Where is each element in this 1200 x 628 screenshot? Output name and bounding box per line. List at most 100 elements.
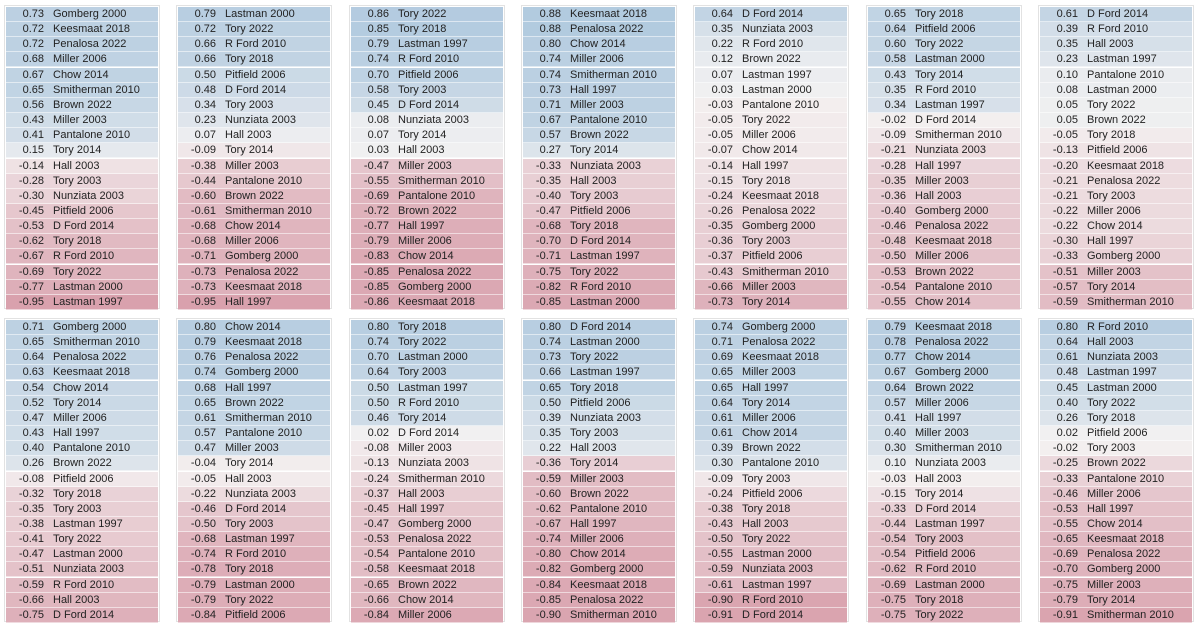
correlation-value: 0.43 bbox=[884, 68, 906, 81]
table-row: -0.84 Pitfield 2006 bbox=[178, 607, 330, 623]
table-row: -0.13 Nunziata 2003 bbox=[351, 456, 503, 472]
candidate-label: Keesmaat 2018 bbox=[570, 578, 648, 591]
table-row: -0.73 Keesmaat 2018 bbox=[178, 279, 330, 295]
correlation-value: -0.58 bbox=[363, 563, 389, 576]
row-divider bbox=[351, 546, 503, 548]
row-divider bbox=[6, 515, 158, 517]
row-divider bbox=[695, 440, 847, 442]
row-divider bbox=[695, 217, 847, 219]
correlation-value: 0.43 bbox=[22, 427, 44, 440]
correlation-value: 0.05 bbox=[1056, 114, 1078, 127]
table-row: -0.08 Miller 2003 bbox=[351, 441, 503, 457]
table-row: -0.05 Tory 2018 bbox=[1040, 128, 1192, 144]
candidate-label: Pitfield 2006 bbox=[53, 204, 114, 217]
row-divider bbox=[1040, 334, 1192, 335]
row-divider bbox=[351, 142, 503, 144]
candidate-label: Nunziata 2003 bbox=[915, 457, 986, 470]
row-divider bbox=[868, 233, 1020, 235]
table-row: -0.75 Miller 2003 bbox=[1040, 577, 1192, 593]
candidate-label: Brown 2022 bbox=[53, 98, 112, 111]
candidate-label: Nunziata 2003 bbox=[398, 114, 469, 127]
row-divider bbox=[523, 606, 675, 608]
table-row: -0.86 Keesmaat 2018 bbox=[351, 294, 503, 310]
row-divider bbox=[178, 409, 330, 411]
table-row: -0.66 Miller 2003 bbox=[695, 279, 847, 295]
table-row: -0.79 Lastman 2000 bbox=[178, 577, 330, 593]
candidate-label: Lastman 2000 bbox=[742, 548, 812, 561]
correlation-value: 0.85 bbox=[367, 23, 389, 36]
row-divider bbox=[6, 202, 158, 204]
row-divider bbox=[178, 546, 330, 548]
table-row: -0.24 Smitherman 2010 bbox=[351, 471, 503, 487]
row-divider bbox=[351, 576, 503, 578]
table-row: 0.74 Smitherman 2010 bbox=[523, 67, 675, 83]
row-divider bbox=[351, 111, 503, 113]
table-row: 0.22 R Ford 2010 bbox=[695, 37, 847, 53]
correlation-value: -0.69 bbox=[363, 189, 389, 202]
candidate-label: D Ford 2014 bbox=[1087, 8, 1149, 20]
candidate-label: Gomberg 2000 bbox=[225, 250, 299, 263]
correlation-value: 0.66 bbox=[194, 53, 216, 66]
candidate-label: Tory 2003 bbox=[742, 235, 791, 248]
table-row: 0.77 Chow 2014 bbox=[868, 350, 1020, 366]
correlation-value: -0.22 bbox=[1052, 204, 1078, 217]
row-divider bbox=[6, 293, 158, 295]
correlation-value: 0.52 bbox=[22, 396, 44, 409]
table-row: 0.71 Penalosa 2022 bbox=[695, 335, 847, 351]
candidate-label: Pantalone 2010 bbox=[570, 502, 648, 515]
table-row: -0.47 Lastman 2000 bbox=[6, 547, 158, 563]
row-divider bbox=[1040, 66, 1192, 68]
table-row: 0.65 Hall 1997 bbox=[695, 380, 847, 396]
candidate-label: Tory 2003 bbox=[915, 533, 964, 546]
table-row: -0.14 Hall 1997 bbox=[695, 158, 847, 174]
correlation-value: -0.79 bbox=[363, 235, 389, 248]
correlation-value: -0.74 bbox=[190, 548, 216, 561]
correlation-value: -0.41 bbox=[18, 533, 44, 546]
correlation-value: -0.47 bbox=[18, 548, 44, 561]
candidate-label: Miller 2003 bbox=[742, 280, 796, 293]
row-divider bbox=[1040, 364, 1192, 366]
row-divider bbox=[1040, 349, 1192, 351]
table-row: -0.09 Tory 2003 bbox=[695, 471, 847, 487]
row-divider bbox=[1040, 157, 1192, 159]
correlation-value: -0.35 bbox=[880, 174, 906, 187]
table-row: -0.59 Nunziata 2003 bbox=[695, 562, 847, 578]
correlation-value: 0.80 bbox=[539, 38, 561, 51]
correlation-value: -0.22 bbox=[190, 487, 216, 500]
correlation-value: -0.09 bbox=[707, 472, 733, 485]
table-row: -0.71 Gomberg 2000 bbox=[178, 249, 330, 265]
row-divider bbox=[351, 293, 503, 295]
row-divider bbox=[351, 334, 503, 335]
table-row: 0.65 Smitherman 2010 bbox=[6, 82, 158, 98]
row-divider bbox=[351, 485, 503, 487]
table-row: 0.43 Miller 2003 bbox=[6, 113, 158, 129]
candidate-label: Penalosa 2022 bbox=[742, 336, 816, 349]
table-row: -0.36 Tory 2014 bbox=[523, 456, 675, 472]
row-divider bbox=[523, 81, 675, 83]
table-row: 0.72 Keesmaat 2018 bbox=[6, 22, 158, 38]
table-row: -0.22 Miller 2006 bbox=[1040, 203, 1192, 219]
table-row: -0.72 Brown 2022 bbox=[351, 203, 503, 219]
row-divider bbox=[6, 424, 158, 426]
candidate-label: Tory 2018 bbox=[742, 174, 791, 187]
correlation-value: -0.36 bbox=[535, 457, 561, 470]
correlation-value: 0.78 bbox=[884, 336, 906, 349]
correlation-value: -0.32 bbox=[18, 487, 44, 500]
table-row: 0.47 Miller 2003 bbox=[178, 441, 330, 457]
row-divider bbox=[6, 308, 158, 310]
candidate-label: Lastman 1997 bbox=[742, 68, 812, 81]
table-row: 0.65 Tory 2018 bbox=[523, 380, 675, 396]
candidate-label: Tory 2018 bbox=[225, 53, 274, 66]
candidate-label: Nunziata 2003 bbox=[225, 114, 296, 127]
candidate-label: Pitfield 2006 bbox=[1087, 427, 1148, 440]
candidate-label: Hall 1997 bbox=[1087, 502, 1134, 515]
row-divider bbox=[1040, 530, 1192, 532]
row-divider bbox=[178, 576, 330, 578]
correlation-value: 0.77 bbox=[884, 351, 906, 364]
table-row: 0.79 Lastman 2000 bbox=[178, 7, 330, 22]
correlation-value: 0.73 bbox=[539, 83, 561, 96]
row-divider bbox=[695, 606, 847, 608]
candidate-label: Chow 2014 bbox=[53, 381, 109, 394]
table-row: 0.61 Chow 2014 bbox=[695, 426, 847, 442]
candidate-label: Hall 1997 bbox=[1087, 235, 1134, 248]
